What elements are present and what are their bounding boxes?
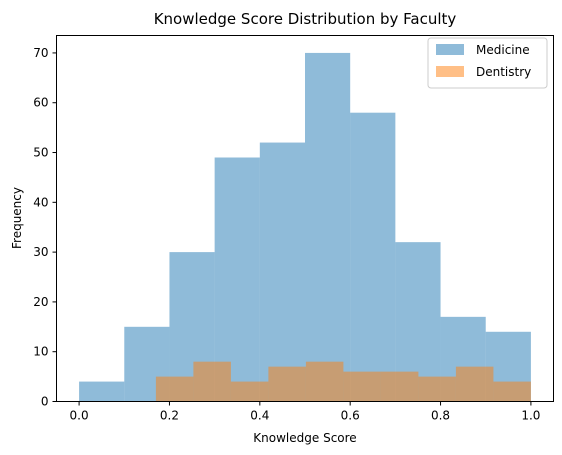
y-tick-label: 50: [33, 146, 48, 160]
medicine-bar-7: [350, 112, 396, 402]
x-tick-label: 1.0: [521, 409, 540, 423]
x-tick-label: 0.0: [70, 409, 89, 423]
x-axis-label: Knowledge Score: [253, 431, 356, 445]
x-tick-label: 0.2: [160, 409, 179, 423]
y-tick-label: 10: [33, 345, 48, 359]
dentistry-bar-2: [193, 361, 231, 402]
legend: Medicine Dentistry: [427, 37, 548, 89]
bars-layer: [79, 52, 531, 402]
medicine-bar-1: [79, 381, 125, 402]
x-tick-label: 0.8: [431, 409, 450, 423]
dentistry-bar-7: [380, 371, 419, 402]
y-tick-label: 60: [33, 96, 48, 110]
dentistry-bar-3: [230, 381, 269, 402]
medicine-bar-5: [259, 142, 305, 402]
ticks-layer: 0.0 0.2 0.4 0.6 0.8 1.0 0 10 20 30 40 50 60 70: [33, 46, 540, 423]
dentistry-bar-5: [305, 361, 344, 402]
y-axis-label: Frequency: [10, 187, 24, 249]
x-tick-label: 0.4: [250, 409, 269, 423]
y-tick-label: 0: [41, 395, 49, 409]
dentistry-bar-1: [155, 376, 194, 402]
dentistry-bar-4: [268, 366, 306, 402]
dentistry-bar-8: [418, 376, 456, 402]
y-tick-label: 20: [33, 295, 48, 309]
legend-swatch-medicine: [436, 44, 464, 55]
medicine-bar-4: [214, 157, 260, 402]
x-tick-label: 0.6: [341, 409, 360, 423]
legend-label-dentistry: Dentistry: [476, 65, 531, 79]
y-tick-label: 40: [33, 195, 48, 209]
dentistry-bar-6: [343, 371, 381, 402]
medicine-bar-6: [305, 52, 351, 402]
dentistry-bar-9: [455, 366, 494, 402]
y-tick-label: 70: [33, 46, 48, 60]
legend-label-medicine: Medicine: [476, 43, 530, 57]
legend-swatch-dentistry: [436, 66, 464, 77]
y-tick-label: 30: [33, 245, 48, 259]
plot-frame: [56, 35, 554, 402]
dentistry-bar-10: [493, 381, 531, 402]
chart-title: Knowledge Score Distribution by Faculty: [154, 10, 457, 28]
